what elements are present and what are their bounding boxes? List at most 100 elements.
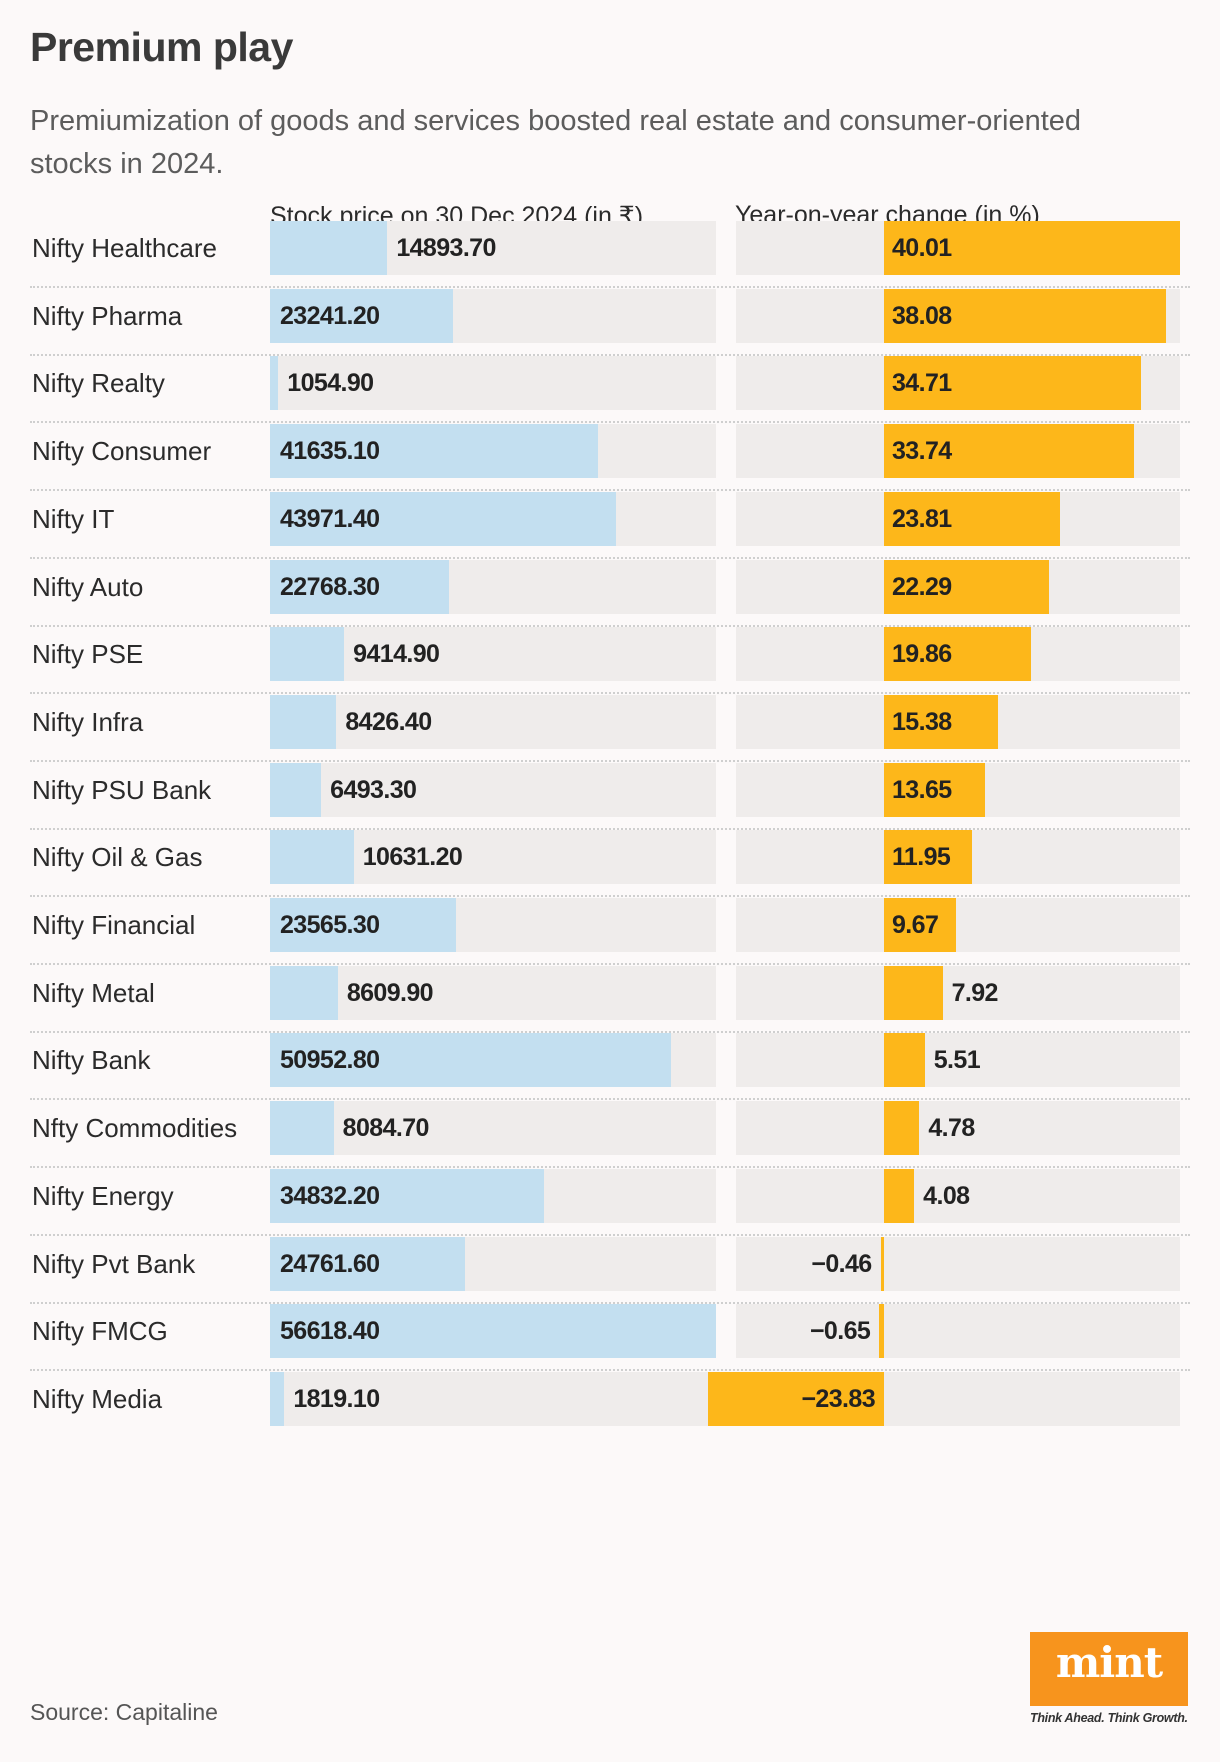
category-label: Nifty Infra [32, 706, 144, 737]
change-value-label: 9.67 [892, 911, 939, 939]
change-bar [884, 356, 1141, 411]
price-track: 14893.70 [270, 221, 716, 275]
price-value-label: 6493.30 [330, 775, 417, 804]
price-bar [270, 965, 338, 1020]
price-bar [270, 627, 345, 682]
change-track: 4.08 [736, 1168, 1180, 1223]
price-bar [270, 694, 337, 749]
change-bar [884, 221, 1180, 275]
price-bar [270, 1304, 716, 1359]
price-value-label: 43971.40 [280, 504, 380, 533]
change-track: −0.65 [736, 1304, 1180, 1359]
change-value-label: 11.95 [892, 843, 951, 872]
change-bar [884, 898, 956, 952]
change-track: 40.01 [736, 221, 1180, 275]
chart-row: Nifty IT 43971.40 23.81 [30, 491, 1190, 568]
chart-row: Nifty Consumer 41635.10 33.74 [30, 424, 1190, 500]
change-bar [884, 965, 943, 1020]
price-track: 43971.40 [270, 491, 716, 546]
category-label: Nifty Auto [32, 571, 144, 602]
change-value-label: 34.71 [892, 369, 952, 398]
chart-row: Nifty Metal 8609.90 7.92 [30, 965, 1190, 1042]
price-value-label: 1819.10 [293, 1384, 380, 1413]
row-divider [30, 286, 1190, 288]
price-bar [270, 898, 456, 952]
price-track: 23565.30 [270, 898, 716, 952]
change-track: 19.86 [736, 627, 1180, 682]
change-value-label: 23.81 [892, 504, 952, 533]
price-track: 8426.40 [270, 694, 716, 749]
price-bar [270, 1168, 545, 1223]
price-value-label: 1054.90 [287, 369, 374, 398]
change-value-label: 40.01 [892, 234, 952, 262]
price-track: 23241.20 [270, 288, 716, 343]
category-label: Nifty FMCG [32, 1316, 168, 1347]
price-track: 24761.60 [270, 1236, 716, 1291]
chart-row: Nifty Infra 8426.40 15.38 [30, 694, 1190, 771]
change-track: 13.65 [736, 762, 1180, 817]
price-value-label: 23565.30 [280, 911, 380, 939]
change-bar [884, 424, 1134, 479]
row-divider [30, 1030, 1190, 1033]
change-bar [880, 1236, 884, 1291]
chart-row: Nfty Commodities 8084.70 4.78 [30, 1101, 1190, 1177]
change-bar [884, 627, 1031, 682]
row-divider [30, 895, 1190, 898]
chart-subtitle: Premiumization of goods and services boo… [30, 105, 1082, 180]
change-track: 5.51 [736, 1033, 1180, 1088]
price-value-label: 22768.30 [280, 572, 380, 601]
price-bar [270, 1236, 466, 1291]
row-divider [30, 624, 1190, 627]
row-divider [30, 692, 1190, 695]
change-value-label: 4.78 [928, 1114, 975, 1143]
price-track: 56618.40 [270, 1304, 716, 1359]
change-track: 23.81 [736, 491, 1180, 546]
change-value-label: 7.92 [951, 978, 999, 1007]
row-divider [30, 489, 1190, 492]
row-divider [30, 556, 1190, 559]
change-value-label: 15.38 [892, 707, 952, 736]
change-bar [884, 491, 1061, 546]
price-value-label: 9414.90 [353, 640, 440, 669]
category-label: Nifty IT [32, 503, 115, 534]
price-bar [270, 221, 388, 275]
price-track: 34832.20 [270, 1168, 716, 1223]
chart-row: Nifty Realty 1054.90 34.71 [30, 356, 1190, 432]
change-value-label: 22.29 [892, 572, 952, 601]
row-divider [30, 759, 1190, 762]
change-track: 33.74 [736, 424, 1180, 479]
chart-row: Nifty Healthcare 14893.70 40.01 [30, 221, 1190, 297]
chart-row: Nifty Bank 50952.80 5.51 [30, 1033, 1190, 1109]
price-bar [270, 1101, 334, 1156]
change-value-label: 13.65 [892, 775, 952, 804]
row-divider [30, 421, 1190, 424]
change-value-label: −0.65 [809, 1317, 871, 1346]
row-divider [30, 1166, 1190, 1169]
chart-row: Nifty Pharma 23241.20 38.08 [30, 288, 1190, 365]
change-bar [884, 762, 985, 817]
category-label: Nifty Media [32, 1383, 163, 1414]
price-track: 8609.90 [270, 965, 716, 1020]
row-divider [30, 963, 1190, 965]
price-value-label: 50952.80 [280, 1046, 380, 1075]
price-bar [270, 762, 322, 817]
change-track: 22.29 [736, 559, 1180, 614]
change-track: 9.67 [736, 898, 1180, 952]
category-label: Nifty Healthcare [32, 233, 217, 263]
change-bar [884, 288, 1166, 343]
price-track: 8084.70 [270, 1101, 716, 1156]
change-bar [884, 559, 1049, 614]
source-note: Source: Capitaline [30, 1699, 218, 1725]
chart-row: Nifty Auto 22768.30 22.29 [30, 559, 1190, 636]
category-label: Nfty Commodities [32, 1113, 238, 1144]
change-bar [884, 1168, 915, 1223]
price-track: 10631.20 [270, 830, 716, 885]
row-divider [30, 827, 1190, 830]
price-track: 22768.30 [270, 559, 716, 614]
chart-row: Nifty Pvt Bank 24761.60 −0.46 [30, 1236, 1190, 1313]
change-value-label: 38.08 [892, 301, 952, 330]
change-track: 38.08 [736, 288, 1180, 343]
chart-row: Nifty PSE 9414.90 19.86 [30, 627, 1190, 703]
price-bar [270, 1371, 285, 1426]
